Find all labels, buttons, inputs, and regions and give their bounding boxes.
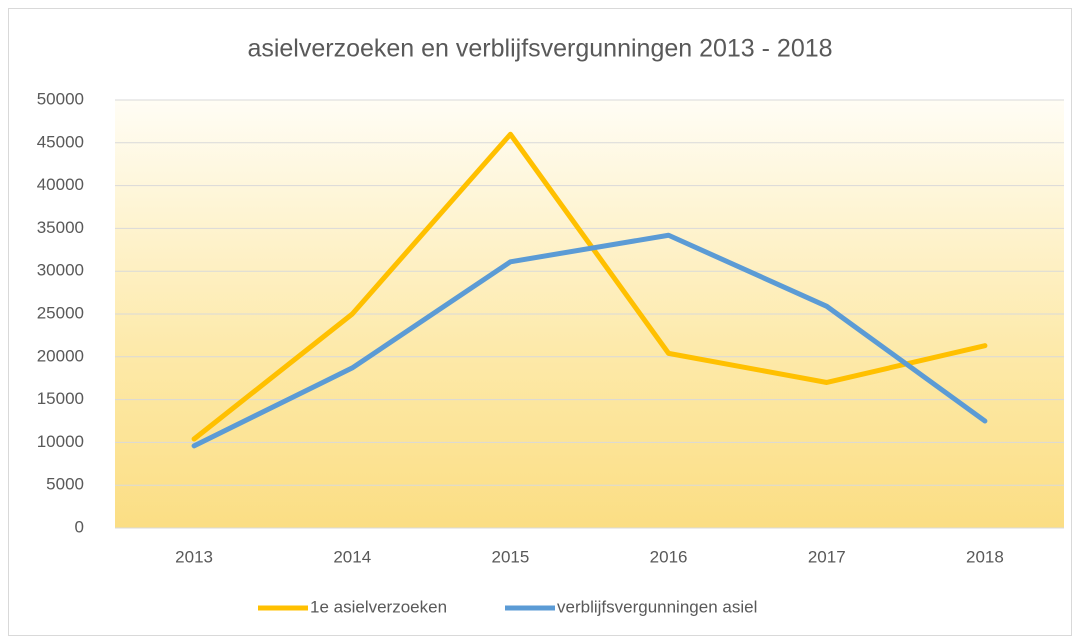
- x-tick-label: 2014: [333, 547, 371, 566]
- y-tick-label: 5000: [46, 475, 84, 494]
- chart-title: asielverzoeken en verblijfsvergunningen …: [247, 35, 832, 63]
- x-tick-label: 2013: [175, 547, 213, 566]
- y-tick-label: 50000: [37, 89, 84, 108]
- y-tick-label: 40000: [37, 175, 84, 194]
- y-tick-label: 15000: [37, 389, 84, 408]
- x-tick-label: 2018: [966, 547, 1004, 566]
- y-tick-label: 30000: [37, 261, 84, 280]
- y-tick-label: 45000: [37, 132, 84, 151]
- legend-label: verblijfsvergunningen asiel: [557, 597, 757, 616]
- y-tick-label: 35000: [37, 218, 84, 237]
- x-tick-label: 2017: [808, 547, 846, 566]
- x-tick-label: 2015: [492, 547, 530, 566]
- series-line: [191, 131, 988, 442]
- legend-label: 1e asielverzoeken: [310, 597, 447, 616]
- y-tick-label: 20000: [37, 346, 84, 365]
- series-line: [191, 232, 988, 449]
- x-tick-label: 2016: [650, 547, 688, 566]
- y-tick-label: 25000: [37, 303, 84, 322]
- y-tick-label: 10000: [37, 432, 84, 451]
- y-tick-label: 0: [75, 517, 84, 536]
